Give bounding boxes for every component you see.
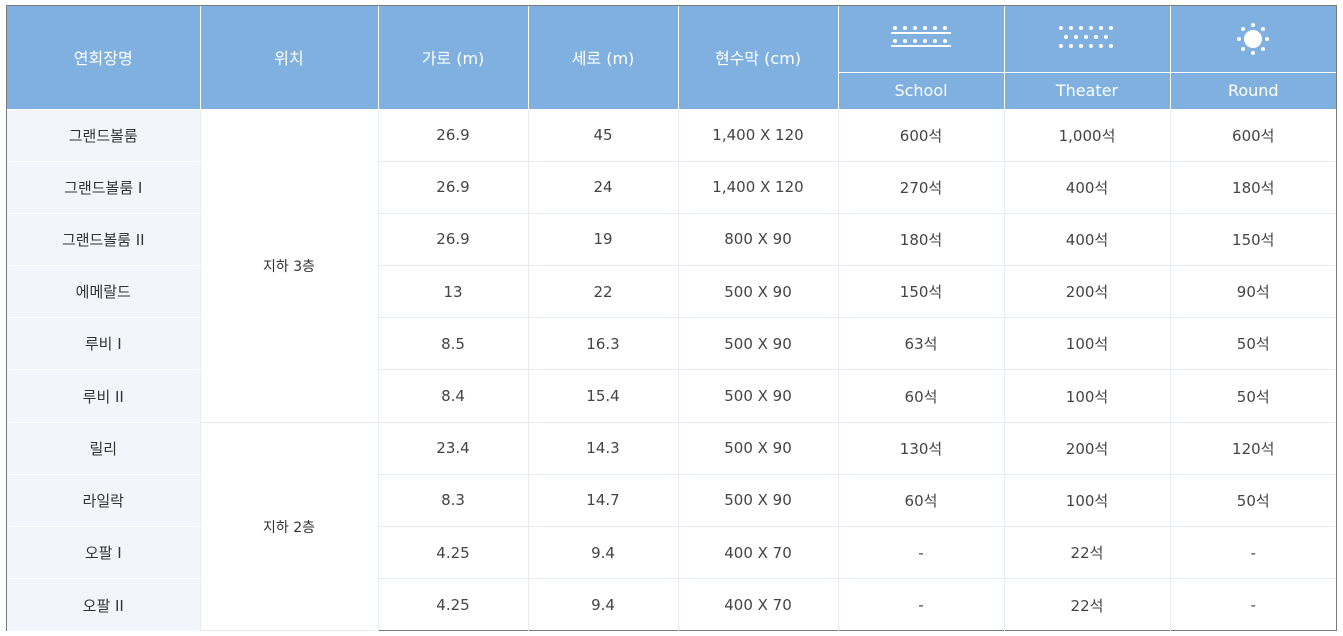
round-seats-cell: 50석 (1170, 369, 1336, 423)
banner-cell: 400 X 70 (678, 526, 839, 580)
table-row: 릴리 지하 2층 23.4 14.3 500 X 90 130석 200석 12… (7, 422, 1336, 632)
header-theater-icon-cell (1004, 6, 1171, 73)
school-seats-cell: 60석 (838, 369, 1005, 423)
round-layout-icon (1237, 22, 1270, 55)
school-layout-icon (891, 25, 951, 47)
theater-seats-cell: 22석 (1004, 526, 1171, 580)
banner-cell: 500 X 90 (678, 265, 839, 319)
location-cell: 지하 2층 (200, 422, 379, 632)
header-hall-name: 연회장명 (7, 6, 201, 110)
school-seats-cell: 150석 (838, 265, 1005, 319)
header-width: 가로 (m) (378, 6, 529, 110)
hall-name: 라일락 (7, 474, 201, 528)
banquet-hall-table: 연회장명 위치 가로 (m) 세로 (m) 현수막 (cm) (7, 6, 1336, 632)
width-cell: 23.4 (378, 422, 529, 475)
header-round: Round (1170, 72, 1336, 110)
hall-name: 루비 I (7, 317, 201, 371)
theater-seats-cell: 100석 (1004, 317, 1171, 371)
length-cell: 45 (528, 109, 679, 162)
theater-layout-icon (1059, 25, 1113, 48)
banner-cell: 400 X 70 (678, 578, 839, 631)
theater-seats-cell: 1,000석 (1004, 109, 1171, 162)
round-seats-cell: 50석 (1170, 474, 1336, 528)
round-seats-cell: 50석 (1170, 317, 1336, 371)
hall-name: 그랜드볼룸 (7, 109, 201, 162)
table-row: 그랜드볼룸 지하 3층 26.9 45 1,400 X 120 600석 1,0… (7, 109, 1336, 423)
banner-cell: 1,400 X 120 (678, 161, 839, 214)
table-row: 루비 II 8.4 15.4 500 X 90 60석 100석 50석 (7, 369, 1336, 423)
school-seats-cell: 270석 (838, 161, 1005, 214)
width-cell: 4.25 (378, 526, 529, 580)
hall-name: 루비 II (7, 369, 201, 423)
round-seats-cell: 90석 (1170, 265, 1336, 319)
theater-seats-cell: 200석 (1004, 265, 1171, 319)
header-theater: Theater (1004, 72, 1171, 110)
width-cell: 26.9 (378, 213, 529, 267)
length-cell: 24 (528, 161, 679, 214)
banner-cell: 1,400 X 120 (678, 109, 839, 162)
school-seats-cell: 180석 (838, 213, 1005, 267)
width-cell: 8.4 (378, 369, 529, 423)
round-seats-cell: - (1250, 596, 1256, 615)
table-row: 오팔 I 4.25 9.4 400 X 70 - 22석 - (7, 526, 1336, 580)
theater-seats-cell: 400석 (1004, 213, 1171, 267)
header-banner: 현수막 (cm) (678, 6, 839, 110)
banner-cell: 500 X 90 (678, 422, 839, 475)
theater-seats-cell: 100석 (1004, 474, 1171, 528)
banquet-hall-table-container: 연회장명 위치 가로 (m) 세로 (m) 현수막 (cm) (6, 5, 1337, 632)
round-seats-cell: 150석 (1170, 213, 1336, 267)
table-body: 그랜드볼룸 지하 3층 26.9 45 1,400 X 120 600석 1,0… (7, 109, 1336, 632)
round-seats-cell: 120석 (1170, 422, 1336, 475)
table-row: 그랜드볼룸 I 26.9 24 1,400 X 120 270석 400석 18… (7, 161, 1336, 214)
location-cell: 지하 3층 (200, 109, 379, 423)
hall-name: 릴리 (7, 422, 201, 475)
school-seats-cell: - (838, 526, 1005, 580)
school-seats-cell: 60석 (838, 474, 1005, 528)
banner-cell: 500 X 90 (678, 474, 839, 528)
round-seats-cell: 180석 (1170, 161, 1336, 214)
school-seats-cell: - (838, 578, 1005, 631)
width-cell: 13 (378, 265, 529, 319)
banner-cell: 500 X 90 (678, 317, 839, 371)
theater-seats-cell: 200석 (1004, 422, 1171, 475)
theater-seats-cell: 22석 (1004, 578, 1171, 631)
theater-seats-cell: 100석 (1004, 369, 1171, 423)
hall-name: 에메랄드 (7, 265, 201, 319)
width-cell: 8.5 (378, 317, 529, 371)
length-cell: 22 (528, 265, 679, 319)
hall-name: 그랜드볼룸 I (7, 161, 201, 214)
width-cell: 8.3 (378, 474, 529, 528)
school-seats-cell: 600석 (838, 109, 1005, 162)
length-cell: 19 (528, 213, 679, 267)
banner-cell: 800 X 90 (678, 213, 839, 267)
table-row: 그랜드볼룸 II 26.9 19 800 X 90 180석 400석 150석 (7, 213, 1336, 267)
width-cell: 4.25 (378, 578, 529, 631)
header-length: 세로 (m) (528, 6, 679, 110)
length-cell: 9.4 (528, 578, 679, 631)
table-row: 오팔 II 4.25 9.4 400 X 70 - 22석 - (7, 578, 1336, 631)
hall-name: 오팔 I (7, 526, 201, 580)
school-seats-cell: 130석 (838, 422, 1005, 475)
round-seats-cell: 600석 (1170, 109, 1336, 162)
width-cell: 26.9 (378, 109, 529, 162)
header-school-icon-cell (838, 6, 1005, 73)
hall-name: 그랜드볼룸 II (7, 213, 201, 267)
header-school: School (838, 72, 1005, 110)
school-seats-cell: 63석 (838, 317, 1005, 371)
length-cell: 15.4 (528, 369, 679, 423)
header-round-icon-cell (1170, 6, 1336, 73)
table-row: 루비 I 8.5 16.3 500 X 90 63석 100석 50석 (7, 317, 1336, 371)
hall-name: 오팔 II (7, 578, 201, 631)
width-cell: 26.9 (378, 161, 529, 214)
length-cell: 14.7 (528, 474, 679, 528)
table-row: 라일락 8.3 14.7 500 X 90 60석 100석 50석 (7, 474, 1336, 528)
theater-seats-cell: 400석 (1004, 161, 1171, 214)
table-row: 에메랄드 13 22 500 X 90 150석 200석 90석 (7, 265, 1336, 319)
length-cell: 14.3 (528, 422, 679, 475)
round-seats-cell: - (1170, 526, 1336, 580)
banner-cell: 500 X 90 (678, 369, 839, 423)
length-cell: 16.3 (528, 317, 679, 371)
header-location: 위치 (200, 6, 379, 110)
length-cell: 9.4 (528, 526, 679, 580)
